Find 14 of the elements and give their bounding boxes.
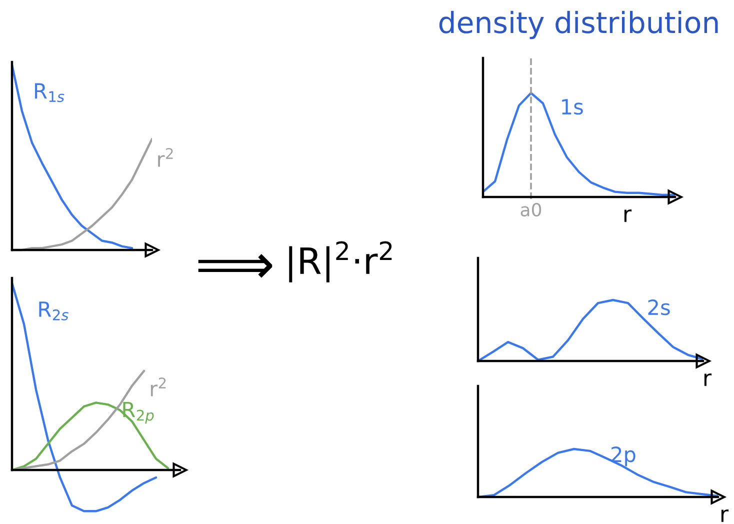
text: a0 bbox=[520, 202, 542, 217]
text: |R|$^{2}$·r$^{2}$ bbox=[289, 241, 392, 282]
x-axis-title: r bbox=[704, 373, 712, 386]
series-label: 2p bbox=[612, 446, 636, 466]
chart-title: density distribution bbox=[439, 10, 718, 40]
text: ⟹ bbox=[198, 254, 272, 278]
series-label: 2s bbox=[648, 299, 670, 316]
series-label: R$_{2s}$ bbox=[39, 302, 68, 320]
series-label: r$^{2}$ bbox=[158, 148, 173, 167]
series-label: r$^{2}$ bbox=[150, 378, 166, 396]
x-axis-title: r bbox=[624, 209, 632, 222]
x-axis-title: r bbox=[721, 509, 729, 522]
series-label: 1s bbox=[562, 99, 583, 115]
series-label: R$_{1s}$ bbox=[35, 83, 64, 102]
